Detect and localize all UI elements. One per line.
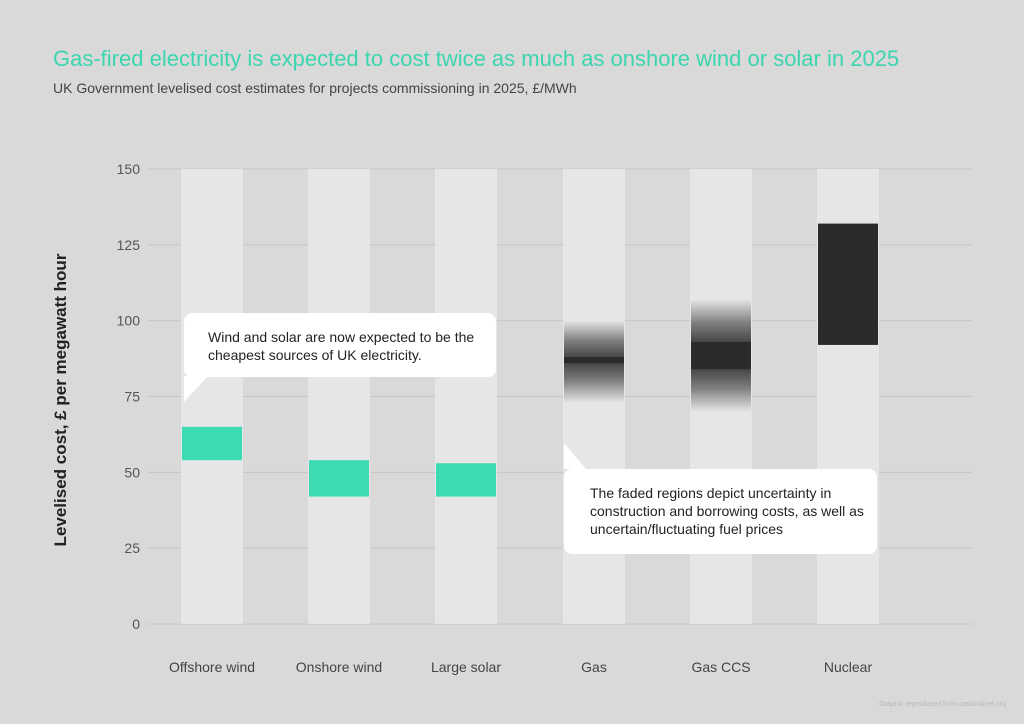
source-credit: Graphic reproduced from carbonbrief.org (879, 701, 1006, 708)
y-axis-label: Levelised cost, £ per megawatt hour (51, 253, 70, 546)
x-category-label: Gas (581, 659, 607, 675)
column-background (435, 169, 497, 624)
chart-subtitle: UK Government levelised cost estimates f… (53, 80, 577, 96)
range-bar (436, 463, 496, 497)
y-tick-label: 125 (117, 237, 141, 253)
callout-faded-regions: The faded regions depict uncertainty in … (564, 469, 877, 554)
y-tick-label: 100 (117, 313, 141, 329)
y-tick-label: 75 (124, 389, 140, 405)
chart-title: Gas-fired electricity is expected to cos… (53, 46, 900, 71)
y-tick-label: 25 (124, 540, 140, 556)
range-bar-central (691, 341, 751, 370)
column-background (308, 169, 370, 624)
range-bar-central (564, 357, 624, 364)
callout-tail-faded (564, 443, 586, 469)
x-category-label: Nuclear (824, 659, 873, 675)
y-axis-ticks: 0 25 50 75 100 125 150 (117, 161, 141, 632)
y-tick-label: 0 (132, 616, 140, 632)
range-bar (309, 460, 369, 497)
y-tick-label: 50 (124, 464, 140, 480)
callout-wind-solar: Wind and solar are now expected to be th… (184, 313, 496, 377)
range-bar (182, 426, 242, 461)
x-category-label: Gas CCS (691, 659, 750, 675)
range-bar (818, 223, 878, 345)
x-category-label: Large solar (431, 659, 501, 675)
x-axis-categories: Offshore wind Onshore wind Large solar Gas G… (169, 659, 873, 675)
range-bars (182, 223, 878, 497)
y-tick-label: 150 (117, 161, 141, 177)
callout-tail-wind-solar (184, 376, 208, 402)
x-category-label: Offshore wind (169, 659, 255, 675)
x-category-label: Onshore wind (296, 659, 382, 675)
